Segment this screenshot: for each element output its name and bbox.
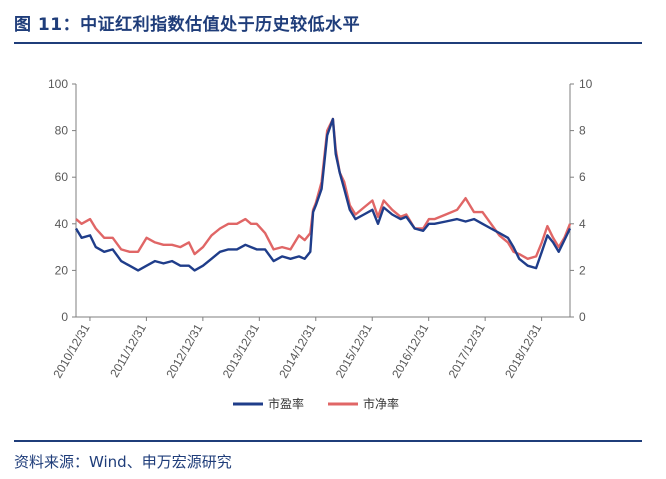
right-y-tick-label: 0: [579, 310, 586, 324]
left-y-tick-label: 80: [55, 124, 69, 138]
left-y-tick-label: 60: [55, 170, 69, 184]
left-y-axis-ticks: 0 20 40 60 80 100: [48, 77, 76, 324]
figure-title: 图 11：中证红利指数估值处于历史较低水平: [14, 15, 361, 35]
chart-axes: [75, 84, 571, 318]
left-y-tick-label: 20: [55, 263, 69, 277]
right-y-tick-label: 8: [579, 124, 586, 138]
series-lines: [74, 117, 572, 272]
x-tick-label: 2015/12/31: [333, 321, 375, 380]
x-tick-label: 2012/12/31: [163, 321, 205, 380]
pe-series-line: [74, 117, 572, 272]
x-tick-label: 2016/12/31: [389, 321, 431, 380]
left-y-tick-label: 40: [55, 217, 69, 231]
right-y-tick-label: 2: [579, 263, 586, 277]
chart-legend: 市盈率 市净率: [233, 396, 399, 411]
source-note: 资料来源：Wind、申万宏源研究: [14, 453, 232, 471]
x-tick-label: 2017/12/31: [446, 321, 488, 380]
right-y-tick-label: 10: [579, 77, 593, 91]
x-axis-ticks: 2010/12/31 2011/12/31 2012/12/31 2013/12/31…: [50, 317, 544, 381]
left-y-tick-label: 0: [61, 310, 68, 324]
x-tick-label: 2011/12/31: [107, 321, 149, 380]
legend-item-pe-label: 市盈率: [268, 396, 304, 411]
source-divider: [14, 440, 642, 442]
right-y-tick-label: 6: [579, 170, 586, 184]
x-tick-label: 2018/12/31: [502, 321, 544, 380]
x-tick-label: 2010/12/31: [50, 321, 92, 380]
legend-item-pb-label: 市净率: [363, 396, 399, 411]
x-tick-label: 2013/12/31: [220, 321, 262, 380]
left-y-tick-label: 100: [48, 77, 68, 91]
title-divider: [14, 42, 642, 44]
pb-series-line: [75, 117, 572, 260]
right-y-axis-ticks: 0 2 4 6 8 10: [570, 77, 593, 324]
right-y-tick-label: 4: [579, 217, 586, 231]
x-tick-label: 2014/12/31: [276, 321, 318, 380]
